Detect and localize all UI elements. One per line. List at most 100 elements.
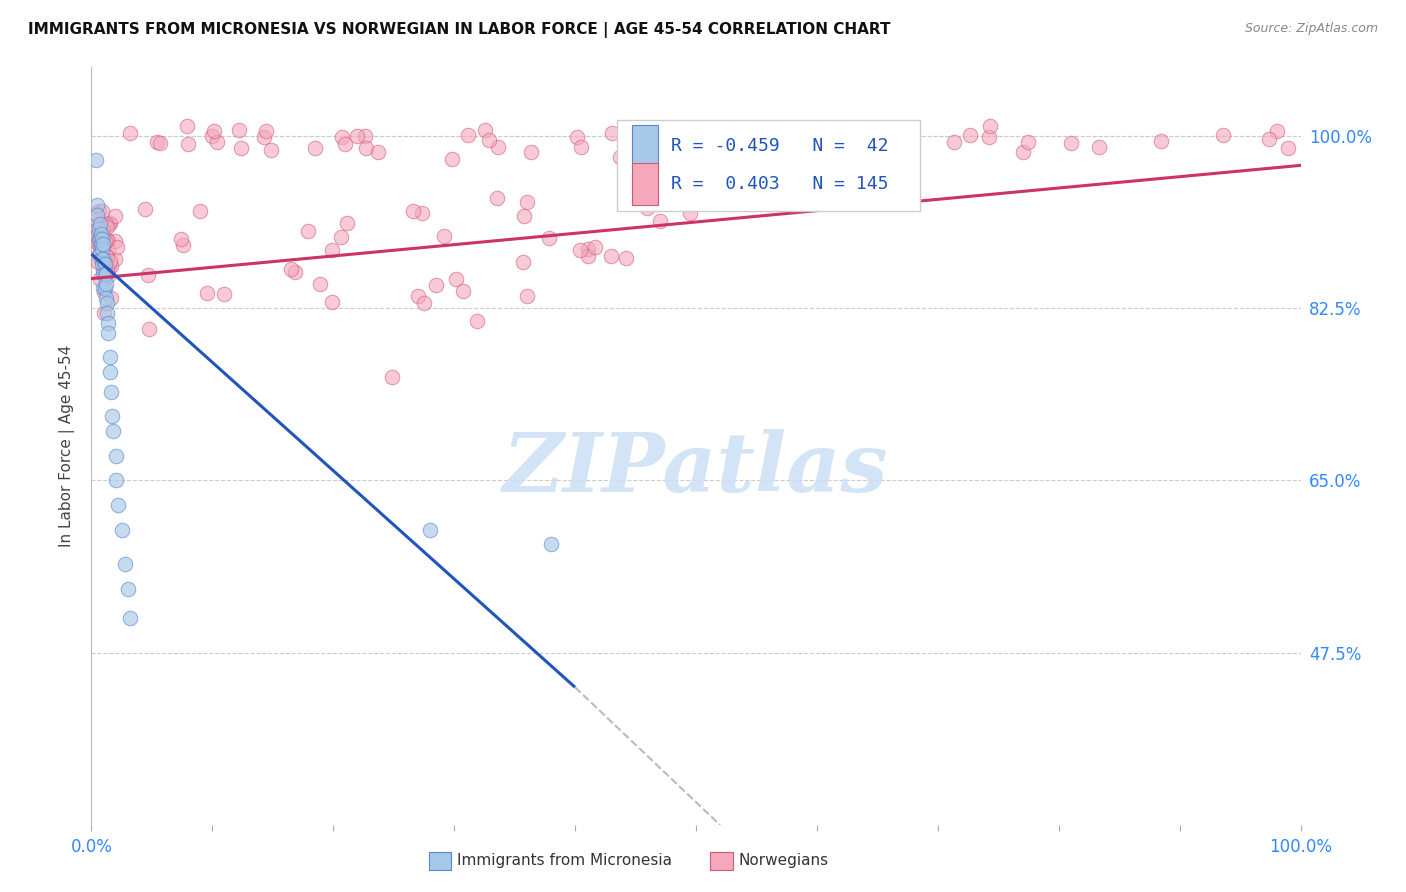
Text: Norwegians: Norwegians [738, 854, 828, 868]
Point [1257, 132, 1279, 146]
Point [465, 313, 488, 327]
Point [98, 216, 121, 230]
Point [97, 316, 120, 330]
Point [91, 232, 114, 246]
Point [146, 135, 169, 149]
Point [330, 229, 353, 244]
Point [94, 291, 117, 305]
Text: R = -0.459   N =  42: R = -0.459 N = 42 [671, 137, 889, 155]
Point [406, 289, 429, 303]
Point [195, 286, 218, 301]
Point [87, 222, 110, 236]
Point [172, 237, 194, 252]
Point [94, 267, 117, 281]
Point [335, 136, 357, 151]
Point [897, 133, 920, 147]
Point [943, 135, 966, 149]
Point [283, 265, 305, 279]
Point [86, 229, 108, 244]
Point [1277, 140, 1299, 154]
Point [87, 204, 110, 219]
Point [97, 260, 120, 274]
Point [280, 262, 302, 277]
Point [321, 243, 343, 257]
Point [959, 128, 981, 142]
Point [308, 277, 330, 292]
Point [636, 202, 658, 216]
Point [876, 137, 898, 152]
Point [1012, 145, 1035, 159]
Point [100, 291, 122, 305]
Point [600, 126, 623, 140]
Point [93, 281, 115, 295]
Point [177, 136, 200, 151]
Point [91, 203, 114, 218]
Point [354, 128, 377, 143]
Point [176, 119, 198, 133]
Point [98, 351, 121, 365]
Point [104, 474, 127, 488]
Point [201, 128, 224, 143]
Point [84, 218, 107, 232]
Point [474, 123, 496, 137]
Text: Source: ZipAtlas.com: Source: ZipAtlas.com [1244, 22, 1378, 36]
Point [104, 252, 127, 266]
Point [86, 198, 108, 212]
Point [304, 140, 326, 154]
Point [1150, 134, 1173, 148]
Point [93, 306, 115, 320]
Point [512, 255, 534, 269]
Point [97, 269, 120, 284]
Point [335, 216, 357, 230]
Point [87, 232, 110, 246]
Point [516, 289, 538, 303]
Point [419, 523, 441, 537]
Point [86, 222, 108, 236]
Point [212, 287, 235, 301]
Point [114, 557, 136, 571]
Point [90, 252, 112, 266]
Point [96, 250, 118, 264]
Point [1212, 128, 1234, 142]
Point [118, 126, 141, 140]
Point [453, 285, 475, 299]
Point [679, 205, 702, 219]
Point [402, 204, 425, 219]
Point [457, 128, 479, 142]
Point [979, 129, 1001, 144]
Point [513, 210, 536, 224]
Point [104, 209, 127, 223]
Point [354, 141, 377, 155]
Point [97, 326, 120, 340]
Point [858, 126, 880, 140]
Point [297, 224, 319, 238]
Point [84, 153, 107, 168]
Point [90, 227, 112, 242]
Point [367, 145, 389, 160]
Point [91, 222, 114, 236]
Point [93, 255, 115, 269]
Text: Immigrants from Micronesia: Immigrants from Micronesia [457, 854, 672, 868]
Point [86, 208, 108, 222]
Point [411, 205, 433, 219]
Point [228, 123, 250, 137]
Point [87, 255, 110, 269]
Point [519, 145, 541, 159]
Point [346, 129, 368, 144]
Point [93, 257, 115, 271]
Point [979, 119, 1001, 133]
Point [84, 234, 107, 248]
Point [614, 251, 637, 265]
Point [104, 449, 127, 463]
Point [91, 227, 114, 241]
Point [89, 246, 111, 260]
Point [1265, 124, 1288, 138]
Point [93, 252, 115, 266]
Point [1059, 136, 1081, 150]
Point [101, 424, 124, 438]
Point [231, 141, 253, 155]
Point [516, 194, 538, 209]
Text: ZIPatlas: ZIPatlas [503, 429, 889, 508]
Point [96, 218, 118, 232]
Point [657, 127, 679, 141]
